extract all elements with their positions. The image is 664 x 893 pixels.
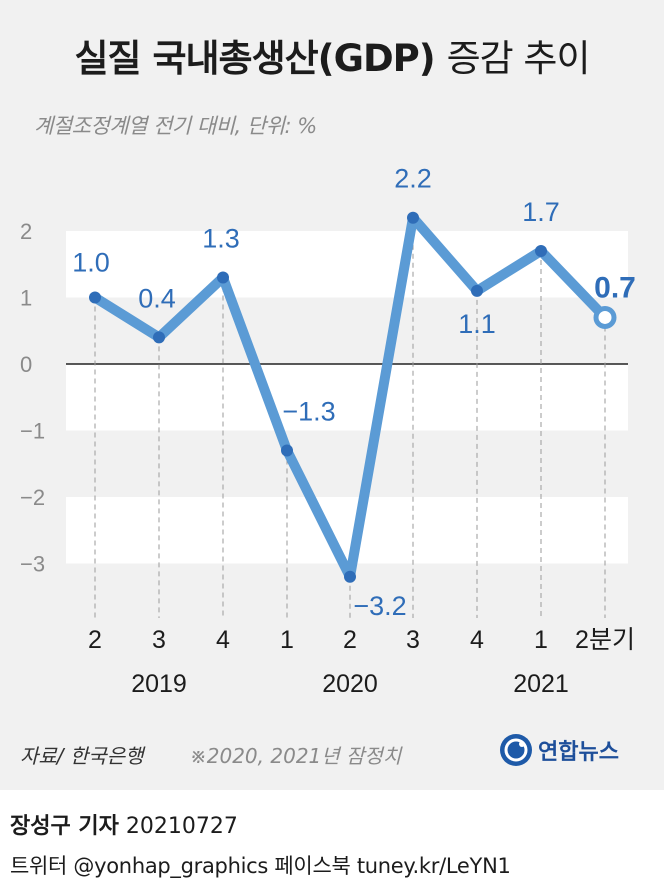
chart-title: 실질 국내총생산(GDP) 증감 추이: [0, 28, 664, 82]
data-point: [217, 271, 229, 284]
title-rest: 증감 추이: [446, 37, 591, 80]
x-tick-label: 3: [406, 626, 420, 654]
grid-band: [66, 497, 628, 564]
x-tick-label: 2분기: [575, 626, 635, 654]
provisional-note: ※2020, 2021년 잠정치: [190, 744, 402, 768]
data-point: [535, 244, 547, 257]
grid-band: [66, 364, 628, 431]
y-tick-label: 0: [20, 352, 32, 377]
data-point-latest: [593, 305, 617, 329]
year-label: 2021: [513, 670, 569, 698]
x-tick-label: 3: [152, 626, 166, 654]
data-label: 2.2: [394, 164, 432, 194]
line-chart: 2 1 0 −1 −2 −3 1.0 0.4 1.3 −1.3 −3.2 2.2 1.1 1.7 0.7 2 3…: [20, 164, 636, 698]
x-tick-label: 4: [216, 626, 230, 654]
y-tick-label: −3: [20, 552, 45, 577]
reporter-credit: 장성구 기자 20210727: [10, 808, 238, 840]
y-tick-label: −2: [20, 485, 45, 510]
grid-band: [66, 231, 628, 298]
social-links: 트위터 @yonhap_graphics 페이스북 tuney.kr/LeYN1: [10, 854, 511, 878]
data-label: 1.1: [458, 309, 496, 339]
year-label: 2019: [131, 670, 187, 698]
data-point: [407, 211, 419, 224]
logo-text: 연합뉴스: [538, 740, 619, 765]
x-tick-label: 1: [280, 626, 294, 654]
y-tick-label: 2: [20, 219, 32, 244]
data-label: −3.2: [353, 591, 406, 621]
data-label: 1.3: [202, 224, 240, 254]
data-label: 1.7: [522, 197, 560, 227]
data-label: 0.4: [138, 283, 176, 313]
yonhap-logo: 연합뉴스: [498, 730, 619, 770]
x-tick-label: 2: [88, 626, 102, 654]
title-main: 실질 국내총생산(GDP): [74, 37, 436, 80]
y-tick-label: 1: [20, 286, 32, 311]
data-point: [344, 570, 356, 583]
chart-subtitle: 계절조정계열 전기 대비, 단위: %: [34, 114, 317, 138]
data-point: [89, 291, 101, 304]
y-tick-label: −1: [20, 419, 45, 444]
credit-date: 20210727: [125, 814, 238, 839]
data-label: 0.7: [594, 271, 636, 304]
data-point: [153, 331, 165, 344]
data-label: −1.3: [282, 396, 335, 426]
year-label: 2020: [322, 670, 378, 698]
data-point: [471, 284, 483, 297]
yonhap-emblem-icon: [500, 734, 532, 766]
x-tick-label: 1: [534, 626, 548, 654]
reporter-name: 장성구 기자: [10, 814, 119, 839]
x-tick-label: 2: [343, 626, 357, 654]
data-label: 1.0: [72, 248, 110, 278]
x-tick-label: 4: [470, 626, 484, 654]
data-point: [281, 444, 293, 457]
source-label: 자료/ 한국은행: [20, 744, 144, 768]
